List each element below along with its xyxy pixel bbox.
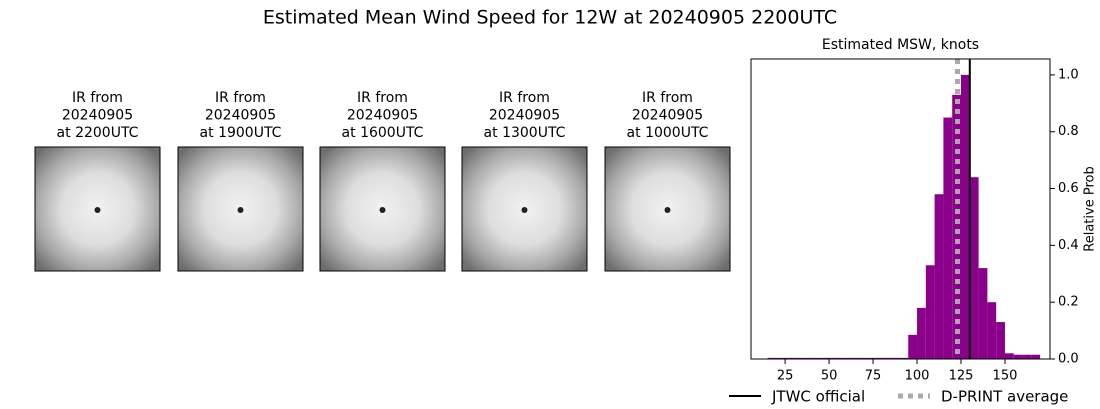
- panel-title: IR from: [215, 90, 266, 106]
- legend-label: JTWC official: [771, 388, 865, 406]
- bar: [890, 357, 900, 359]
- bar: [1004, 353, 1014, 359]
- storm-eye: [521, 207, 528, 213]
- y-tick-label: 0.6: [1058, 181, 1079, 196]
- panel-title: IR from: [499, 90, 550, 106]
- bar: [899, 357, 909, 359]
- x-tick-label: 25: [777, 369, 794, 384]
- x-tick-label: 50: [821, 369, 838, 384]
- bar: [855, 357, 865, 359]
- panel-title: 20240905: [62, 108, 133, 124]
- plot-frame: [750, 58, 1051, 360]
- storm-eye: [379, 207, 386, 213]
- bar: [785, 357, 794, 359]
- y-axis-label: Relative Prob: [1083, 166, 1098, 251]
- panel-title: at 1600UTC: [342, 125, 424, 141]
- panel-title: IR from: [642, 90, 693, 106]
- panel-title: at 1000UTC: [627, 125, 709, 141]
- y-tick-label: 0.0: [1058, 352, 1079, 367]
- bar: [776, 357, 786, 359]
- bar: [925, 265, 935, 359]
- bar: [846, 357, 856, 359]
- bar: [987, 302, 997, 359]
- bar: [917, 307, 926, 359]
- y-tick-label: 0.8: [1058, 124, 1079, 139]
- panel-title: IR from: [72, 90, 123, 106]
- bar: [943, 117, 953, 359]
- bar: [1022, 354, 1032, 359]
- y-tick-label: 0.2: [1058, 295, 1079, 310]
- panel-title: at 2200UTC: [57, 125, 139, 141]
- bar: [1031, 354, 1041, 359]
- bar: [837, 357, 847, 359]
- bar: [793, 357, 803, 359]
- chart-title: Estimated MSW, knots: [822, 37, 979, 53]
- bar: [829, 357, 838, 359]
- bar: [767, 357, 777, 359]
- panel-title: 20240905: [489, 108, 560, 124]
- x-tick-label: 150: [993, 369, 1018, 384]
- bar: [934, 194, 944, 359]
- bar: [873, 357, 882, 359]
- panel-title: IR from: [357, 90, 408, 106]
- bar: [996, 322, 1005, 359]
- x-tick-label: 125: [949, 369, 974, 384]
- y-tick-label: 0.4: [1058, 238, 1079, 253]
- bar: [811, 357, 821, 359]
- bar: [969, 177, 979, 359]
- bar: [881, 357, 891, 359]
- panel-title: at 1300UTC: [484, 125, 566, 141]
- bar: [820, 357, 830, 359]
- x-tick-label: 100: [905, 369, 930, 384]
- bar: [961, 74, 970, 359]
- bar: [864, 357, 874, 359]
- bar: [908, 334, 918, 359]
- bar: [1013, 354, 1023, 359]
- bar: [952, 94, 962, 359]
- panel-title: 20240905: [632, 108, 703, 124]
- storm-eye: [237, 207, 244, 213]
- bar: [978, 268, 988, 359]
- figure-title: Estimated Mean Wind Speed for 12W at 202…: [263, 7, 837, 29]
- storm-eye: [94, 207, 101, 213]
- x-tick-label: 75: [865, 369, 882, 384]
- storm-eye: [664, 207, 671, 213]
- panel-title: 20240905: [205, 108, 276, 124]
- y-tick-label: 1.0: [1058, 67, 1079, 82]
- legend-label: D-PRINT average: [941, 388, 1068, 406]
- panel-title: at 1900UTC: [200, 125, 282, 141]
- bar: [802, 357, 812, 359]
- panel-title: 20240905: [347, 108, 418, 124]
